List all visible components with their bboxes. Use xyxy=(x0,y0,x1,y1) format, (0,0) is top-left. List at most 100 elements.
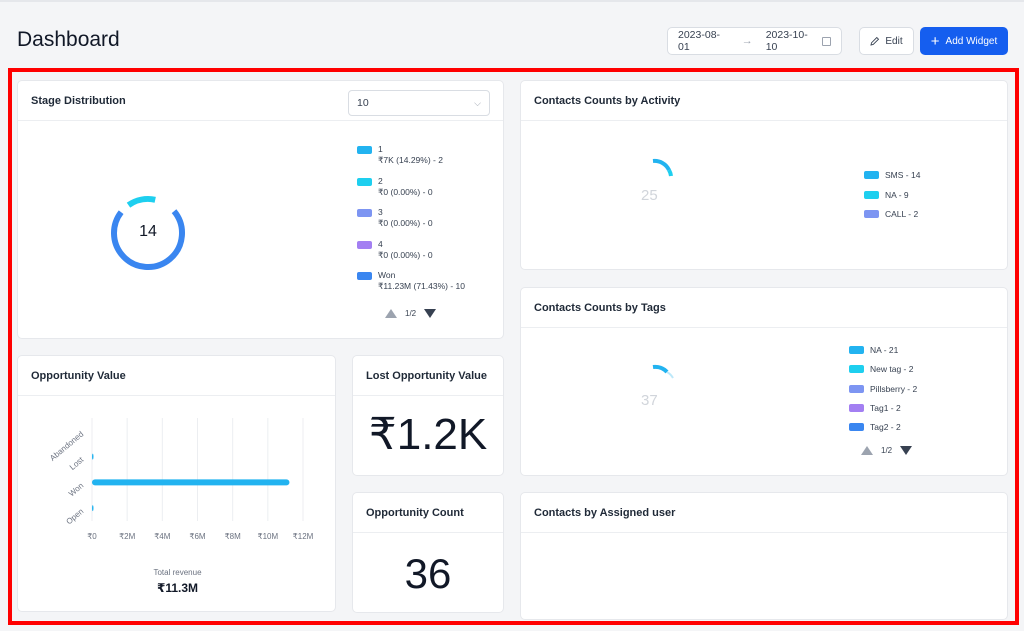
card-title: Opportunity Count xyxy=(353,493,503,533)
legend-name: 3 xyxy=(378,207,383,217)
contacts-by-tags-card: Contacts Counts by Tags 37 NA - 21 New ta… xyxy=(520,287,1008,476)
x-tick-label: ₹6M xyxy=(189,532,206,541)
total-revenue-label: Total revenue xyxy=(153,568,202,577)
legend-item[interactable]: Pillsberry - 2 xyxy=(849,384,917,394)
page-title: Dashboard xyxy=(17,28,120,51)
legend-swatch xyxy=(357,146,372,154)
opportunity-value-chart: ₹0 ₹2M ₹4M ₹6M ₹8M ₹10M ₹12MAbandonedLostWonOp… xyxy=(48,418,314,541)
pager-text: 1/2 xyxy=(881,446,893,455)
opportunity-value-card: Opportunity Value ₹0 ₹2M ₹4M ₹6M ₹8M ₹10M ₹12M… xyxy=(17,355,336,612)
page-down-icon[interactable] xyxy=(424,309,437,318)
card-title: Stage Distribution xyxy=(18,81,503,121)
legend-name: 1 xyxy=(378,144,383,154)
contacts-by-activity-card: Contacts Counts by Activity 25 SMS - 14 N… xyxy=(520,80,1008,270)
select-value: 10 xyxy=(357,97,369,109)
contacts-by-user-card: Contacts by Assigned user xyxy=(520,492,1008,620)
arrow-right-icon: → xyxy=(741,35,753,47)
bar-open[interactable] xyxy=(92,505,94,512)
legend-item[interactable]: Won ₹11.23M (71.43%) - 10 xyxy=(357,270,465,292)
legend-swatch xyxy=(849,384,864,393)
legend-detail: ₹0 (0.00%) - 0 xyxy=(378,249,433,260)
x-tick-label: ₹4M xyxy=(154,532,171,541)
bar-won[interactable] xyxy=(92,479,290,486)
legend-label: Tag1 - 2 xyxy=(870,402,901,413)
legend-label: NA - 21 xyxy=(870,345,899,355)
legend-swatch xyxy=(849,346,864,354)
edit-label: Edit xyxy=(885,35,903,47)
legend-item[interactable]: CALL - 2 xyxy=(864,209,918,219)
legend-item[interactable]: Tag2 - 2 xyxy=(849,422,901,432)
edit-button[interactable]: Edit xyxy=(859,27,914,55)
page-up-icon[interactable] xyxy=(385,309,397,318)
legend-swatch xyxy=(357,240,372,249)
legend-swatch xyxy=(849,403,864,412)
legend-label: Pillsberry - 2 xyxy=(870,383,918,394)
donut-segment-won xyxy=(111,196,185,270)
stage-total: 14 xyxy=(139,223,157,240)
x-tick-label: ₹10M xyxy=(258,532,279,541)
x-tick-label: ₹2M xyxy=(119,532,136,541)
stage-distribution-card: Stage Distribution 10 ⌵ 14 1 ₹7K (14.29%)… xyxy=(17,80,504,339)
card-title: Opportunity Value xyxy=(18,356,335,396)
legend-name: 2 xyxy=(378,175,383,186)
card-title: Contacts Counts by Activity xyxy=(521,81,1007,121)
activity-arc-chart xyxy=(652,158,673,177)
top-border xyxy=(0,0,1024,2)
add-widget-button[interactable]: + Add Widget xyxy=(920,27,1008,55)
legend-item[interactable]: 1 ₹7K (14.29%) - 2 xyxy=(357,144,443,166)
card-title: Lost Opportunity Value xyxy=(353,356,503,396)
pencil-icon xyxy=(870,36,880,46)
legend-swatch xyxy=(357,272,372,280)
calendar-icon xyxy=(822,36,832,46)
legend-swatch xyxy=(864,171,879,179)
tags-legend-pager: 1/2 xyxy=(861,446,913,455)
card-title: Contacts Counts by Tags xyxy=(521,288,1007,328)
legend-label: CALL - 2 xyxy=(885,209,919,219)
legend-label: SMS - 14 xyxy=(885,170,921,180)
legend-detail: ₹0 (0.00%) - 0 xyxy=(378,186,433,197)
legend-label: NA - 9 xyxy=(885,189,909,200)
legend-text: 2 ₹0 (0.00%) - 0 xyxy=(378,176,433,198)
date-range-picker[interactable]: 2023-08-01 → 2023-10-10 xyxy=(667,27,842,55)
plus-icon: + xyxy=(930,32,940,50)
x-tick-label: ₹8M xyxy=(225,532,242,541)
legend-item[interactable]: SMS - 14 xyxy=(864,170,920,180)
stage-donut-chart xyxy=(111,196,185,270)
legend-item[interactable]: 4 ₹0 (0.00%) - 0 xyxy=(357,239,433,261)
legend-swatch xyxy=(849,423,864,432)
legend-detail: ₹7K (14.29%) - 2 xyxy=(378,155,443,165)
legend-text: Won ₹11.23M (71.43%) - 10 xyxy=(378,270,465,292)
stage-legend-pager: 1/2 xyxy=(385,309,437,318)
date-to: 2023-10-10 xyxy=(765,29,808,53)
card-title: Contacts by Assigned user xyxy=(521,493,1007,533)
legend-item[interactable]: NA - 9 xyxy=(864,190,909,200)
legend-text: 3 ₹0 (0.00%) - 0 xyxy=(378,207,433,229)
activity-total: 25 xyxy=(641,187,658,204)
chevron-down-icon: ⌵ xyxy=(474,97,481,108)
y-category-label: Open xyxy=(65,507,86,526)
legend-name: Won xyxy=(378,270,396,280)
legend-swatch xyxy=(357,209,372,217)
total-revenue-value: ₹11.3M xyxy=(156,581,199,595)
bar-lost[interactable] xyxy=(92,453,94,460)
opportunity-count-value: 36 xyxy=(404,550,452,597)
page-down-icon[interactable] xyxy=(900,446,913,455)
legend-item[interactable]: NA - 21 xyxy=(849,345,898,355)
legend-item[interactable]: New tag - 2 xyxy=(849,364,913,374)
tags-total: 37 xyxy=(641,392,658,409)
x-tick-label: ₹0 xyxy=(87,532,97,541)
legend-item[interactable]: 2 ₹0 (0.00%) - 0 xyxy=(357,176,433,198)
y-category-label: Won xyxy=(67,481,85,498)
legend-name: 4 xyxy=(378,238,383,249)
page-up-icon[interactable] xyxy=(861,446,873,455)
date-from: 2023-08-01 xyxy=(678,29,721,53)
pager-text: 1/2 xyxy=(405,309,417,318)
stage-count-select[interactable]: 10 ⌵ xyxy=(348,90,490,116)
add-widget-label: Add Widget xyxy=(945,35,998,47)
x-tick-label: ₹12M xyxy=(293,532,314,541)
legend-item[interactable]: 3 ₹0 (0.00%) - 0 xyxy=(357,207,433,229)
legend-swatch xyxy=(849,365,864,374)
legend-text: 4 ₹0 (0.00%) - 0 xyxy=(378,239,433,261)
legend-item[interactable]: Tag1 - 2 xyxy=(849,403,901,413)
legend-swatch xyxy=(864,190,879,199)
